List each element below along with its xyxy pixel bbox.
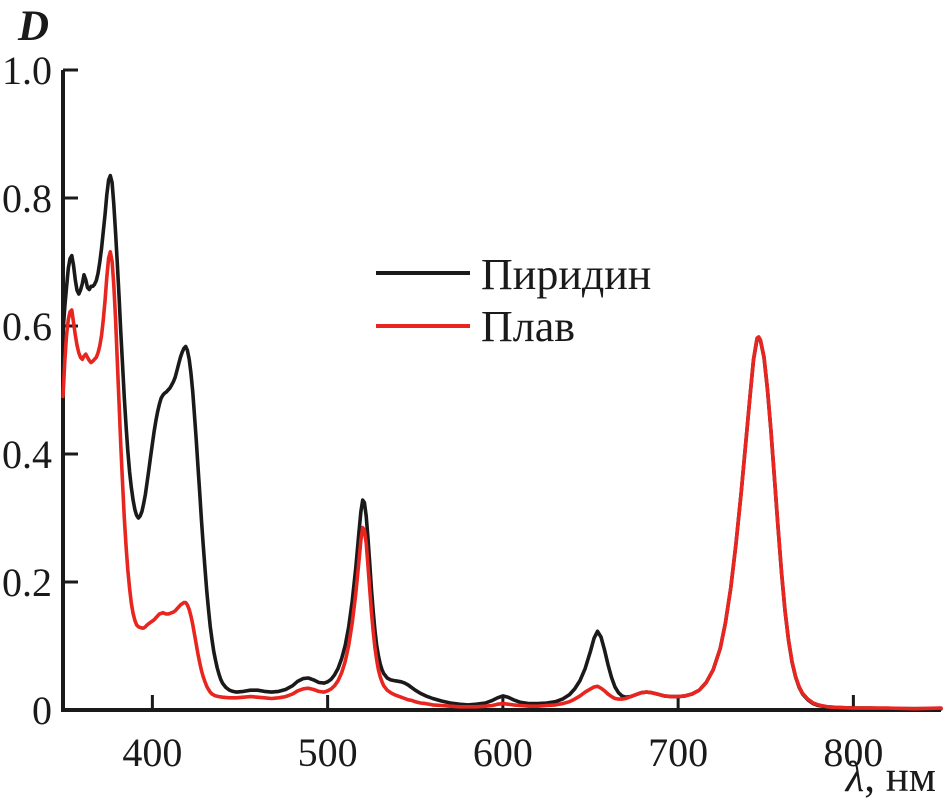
- x-axis-title-unit: , нм: [864, 754, 936, 801]
- x-tick-label: 400: [122, 730, 182, 775]
- y-tick-label: 0: [32, 688, 52, 733]
- y-axis-title: D: [17, 3, 49, 50]
- y-tick-label: 0.8: [2, 176, 52, 221]
- x-tick-label: 800: [823, 730, 883, 775]
- series-curve-1: [61, 250, 943, 711]
- axes-layer: 0 0.2 0.4 0.6 0.8 1.0 400 500 600 700 800: [2, 48, 941, 775]
- legend: Пиридин Плав: [376, 250, 651, 351]
- y-tick-label: 1.0: [2, 48, 52, 93]
- y-tick-label: 0.2: [2, 560, 52, 605]
- x-tick-label: 500: [298, 730, 358, 775]
- x-axis-title: λ, нм: [844, 754, 936, 801]
- x-axis-title-lambda: λ: [844, 754, 865, 801]
- x-tick-label: 600: [473, 730, 533, 775]
- x-tick-label: 700: [648, 730, 708, 775]
- legend-label-plav: Плав: [481, 302, 575, 351]
- series-layer: [61, 173, 943, 711]
- y-tick-label: 0.6: [2, 304, 52, 349]
- axes-spines: [61, 70, 941, 712]
- legend-label-piridin: Пиридин: [481, 250, 651, 299]
- y-tick-label: 0.4: [2, 432, 52, 477]
